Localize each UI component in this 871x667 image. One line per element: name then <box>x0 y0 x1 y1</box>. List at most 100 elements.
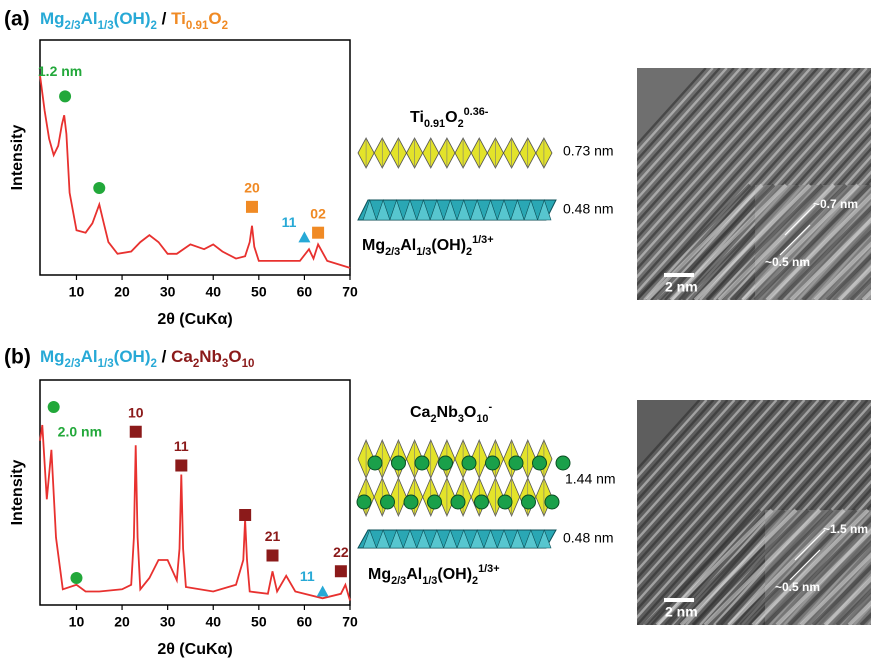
thickness-label: 1.44 nm <box>565 471 616 487</box>
formula-part: / <box>157 9 171 28</box>
x-tick-label: 50 <box>251 614 267 630</box>
marker-square <box>246 201 258 213</box>
thickness-label: 0.73 nm <box>563 143 614 159</box>
ca-ion <box>533 456 547 470</box>
layer-label: Ca2Nb3O10- <box>410 401 492 425</box>
spacing-label: ~1.5 nm <box>823 522 868 536</box>
ca-ion <box>486 456 500 470</box>
peak-label: 20 <box>244 180 260 196</box>
formula-part: 2 <box>472 575 478 587</box>
formula-part: (OH) <box>114 9 151 28</box>
marker-square <box>267 550 279 562</box>
ca-ion <box>451 495 465 509</box>
peak-label: 1.2 nm <box>38 63 82 79</box>
formula-part: Ca <box>171 347 193 366</box>
formula-part: Al <box>400 237 416 254</box>
x-tick-label: 10 <box>69 284 85 300</box>
chart-title: Mg2/3Al1/3(OH)2 / Ti0.91O2 <box>40 9 228 32</box>
peak-label: 21 <box>265 528 281 544</box>
scale-bar-label: 2 nm <box>665 604 698 620</box>
layer-label: Ti0.91O20.36- <box>410 106 489 130</box>
page: {"chart_data":[ {"type":"line","panel_la… <box>0 0 871 667</box>
x-tick-label: 10 <box>69 614 85 630</box>
formula-part: 1/3 <box>416 246 431 258</box>
formula-part: 2 <box>458 118 464 130</box>
peak-label: 22 <box>333 544 349 560</box>
x-tick-label: 20 <box>114 284 130 300</box>
formula-part: 2/3 <box>65 20 81 32</box>
formula-part: 2 <box>222 20 228 32</box>
marker-circle <box>59 90 71 102</box>
marker-square <box>335 565 347 577</box>
formula-part: 10 <box>242 358 255 370</box>
formula-part: 1/3 <box>98 358 114 370</box>
ca-ion <box>357 495 371 509</box>
x-tick-label: 40 <box>205 284 221 300</box>
chart-title: Mg2/3Al1/3(OH)2 / Ca2Nb3O10 <box>40 347 254 370</box>
formula-part: 2/3 <box>385 246 400 258</box>
formula-part: 1/3+ <box>472 234 493 246</box>
panel-label: (a) <box>4 8 30 31</box>
layer-label: Mg2/3Al1/3(OH)21/3+ <box>362 234 494 258</box>
formula-part: 2/3 <box>65 358 81 370</box>
ca-ion <box>509 456 523 470</box>
formula-part: O <box>464 404 476 421</box>
formula-part: Al <box>81 9 98 28</box>
formula-part: O <box>208 9 221 28</box>
figure: (a)Mg2/3Al1/3(OH)2 / Ti0.91O210203040506… <box>0 0 871 667</box>
y-axis-label: Intensity <box>9 125 26 191</box>
peak-label: 10 <box>128 404 144 420</box>
ca-ion <box>404 495 418 509</box>
marker-circle <box>70 572 82 584</box>
formula-part: O <box>228 347 241 366</box>
peak-label: 2.0 nm <box>58 424 102 440</box>
formula-part: Mg <box>368 566 391 583</box>
x-axis-label: 2θ (CuKα) <box>157 641 232 658</box>
x-tick-label: 30 <box>160 614 176 630</box>
spacing-label: ~0.5 nm <box>765 255 810 269</box>
formula-part: 0.91 <box>424 118 445 130</box>
layer-label: Mg2/3Al1/3(OH)21/3+ <box>368 563 500 587</box>
peak-label: 11 <box>174 438 189 454</box>
ca-ion <box>415 456 429 470</box>
panel-label: (b) <box>4 346 31 369</box>
marker-triangle <box>298 231 310 242</box>
formula-part: 1/3 <box>98 20 114 32</box>
marker-circle <box>48 401 60 413</box>
ca-ion <box>392 456 406 470</box>
formula-part: Nb <box>199 347 222 366</box>
ca-ion <box>381 495 395 509</box>
formula-part: 1/3+ <box>478 563 499 575</box>
marker-square <box>130 426 142 438</box>
x-tick-label: 20 <box>114 614 130 630</box>
spacing-label: ~0.5 nm <box>775 580 820 594</box>
formula-part: O <box>445 109 457 126</box>
marker-square <box>175 460 187 472</box>
formula-part: 2/3 <box>391 575 406 587</box>
marker-square <box>239 509 251 521</box>
x-tick-label: 30 <box>160 284 176 300</box>
x-tick-label: 70 <box>342 284 358 300</box>
thickness-label: 0.48 nm <box>563 530 614 546</box>
formula-part: 2 <box>466 246 472 258</box>
formula-part: Al <box>406 566 422 583</box>
marker-triangle <box>317 586 329 597</box>
formula-part: Al <box>81 347 98 366</box>
formula-part: 0.36- <box>464 106 489 118</box>
ca-ion <box>368 456 382 470</box>
ca-ion <box>498 495 512 509</box>
formula-part: 1/3 <box>422 575 437 587</box>
marker-square <box>312 227 324 239</box>
formula-part: Ti <box>410 109 424 126</box>
formula-part: (OH) <box>114 347 151 366</box>
y-axis-label: Intensity <box>9 460 26 526</box>
x-tick-label: 50 <box>251 284 267 300</box>
x-tick-label: 70 <box>342 614 358 630</box>
marker-circle <box>93 182 105 194</box>
peak-label: 11 <box>300 568 315 584</box>
x-tick-label: 60 <box>297 284 313 300</box>
scale-bar-label: 2 nm <box>665 279 698 295</box>
formula-part: Mg <box>40 9 65 28</box>
ca-ion <box>462 456 476 470</box>
x-tick-label: 40 <box>205 614 221 630</box>
